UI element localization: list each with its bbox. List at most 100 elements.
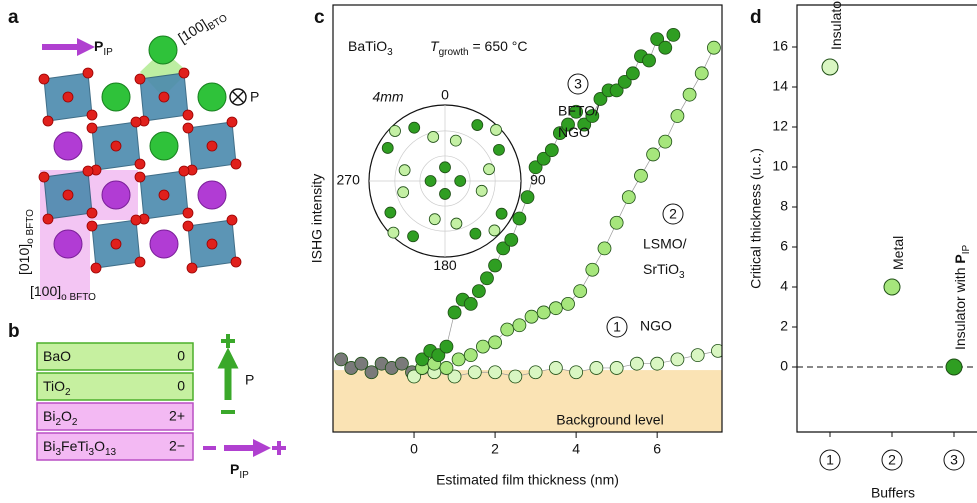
panel-label: c bbox=[314, 7, 325, 28]
polar-point bbox=[425, 176, 436, 187]
oxygen bbox=[63, 190, 73, 200]
data-point bbox=[671, 353, 684, 366]
data-point bbox=[480, 272, 493, 285]
ba-atom bbox=[198, 83, 226, 111]
direction-label: [100]BTO bbox=[175, 5, 230, 50]
y-axis-label: Critical thickness (u.c.) bbox=[748, 148, 764, 289]
data-point bbox=[667, 28, 680, 41]
text-part: [010] bbox=[16, 244, 32, 275]
polar-point bbox=[440, 162, 451, 173]
polar-point bbox=[399, 165, 410, 176]
data-point bbox=[489, 259, 502, 272]
oxygen bbox=[131, 215, 141, 225]
data-point bbox=[505, 233, 518, 246]
material-label: BaTiO3 bbox=[348, 38, 393, 58]
text-part: [100] bbox=[30, 283, 61, 299]
x-axis-label: Buffers bbox=[871, 485, 915, 501]
text-part: 3 bbox=[387, 47, 393, 58]
y-tick-label: 2 bbox=[780, 318, 788, 334]
data-point bbox=[513, 319, 526, 332]
point-label: Insulator with PIP bbox=[952, 245, 972, 350]
text-part: 2 bbox=[72, 417, 78, 428]
bi-atom bbox=[198, 181, 226, 209]
oxygen bbox=[83, 166, 93, 176]
out-of-plane bbox=[232, 91, 244, 103]
oxygen bbox=[135, 257, 145, 267]
x-tick-label: 0 bbox=[410, 441, 418, 457]
y-tick-label: 16 bbox=[772, 38, 788, 54]
text-part: Bi bbox=[43, 408, 55, 424]
data-point bbox=[549, 302, 562, 315]
oxygen bbox=[43, 214, 53, 224]
text-part: = 650 °C bbox=[469, 38, 528, 54]
oxygen bbox=[159, 190, 169, 200]
polar-point bbox=[451, 218, 462, 229]
layer-charge: 0 bbox=[177, 348, 185, 364]
oxygen bbox=[111, 239, 121, 249]
series-label: NGO bbox=[640, 318, 672, 334]
data-point bbox=[598, 242, 611, 255]
oxygen bbox=[179, 68, 189, 78]
series-label: BFTO/ bbox=[558, 103, 599, 119]
x-tick-label: 3 bbox=[950, 452, 958, 468]
text-part: Insulator bbox=[828, 0, 844, 50]
marker-number: 3 bbox=[574, 76, 582, 92]
bi-atom bbox=[150, 230, 178, 258]
polar-point bbox=[496, 208, 507, 219]
text-part: o BFTO bbox=[61, 292, 96, 303]
polar-point bbox=[429, 214, 440, 225]
x-tick-label: 1 bbox=[826, 452, 834, 468]
polar-point bbox=[388, 227, 399, 238]
text-part: 2 bbox=[65, 387, 71, 398]
oxygen bbox=[183, 221, 193, 231]
data-point bbox=[476, 340, 489, 353]
data-point bbox=[659, 41, 672, 54]
growth-label: Tgrowth = 650 °C bbox=[430, 38, 528, 58]
y-tick-label: 0 bbox=[780, 358, 788, 374]
data-point bbox=[574, 285, 587, 298]
polar-point bbox=[428, 131, 439, 142]
text-part: BaTiO bbox=[348, 38, 387, 54]
text-part: growth bbox=[439, 47, 469, 58]
bi-atom bbox=[54, 230, 82, 258]
y-axis-label: ISHG intensity bbox=[309, 174, 325, 263]
text-part: 13 bbox=[105, 447, 117, 458]
oxygen bbox=[183, 123, 193, 133]
text-part: O bbox=[94, 438, 105, 454]
text-part: P bbox=[952, 254, 968, 263]
oxygen bbox=[231, 159, 241, 169]
data-point bbox=[695, 67, 708, 80]
layer-charge: 0 bbox=[177, 378, 185, 394]
polar-point bbox=[440, 188, 451, 199]
polar-point bbox=[476, 185, 487, 196]
data-point bbox=[472, 285, 485, 298]
oxygen bbox=[135, 172, 145, 182]
oxygen bbox=[91, 263, 101, 273]
data-point bbox=[590, 361, 603, 374]
theta-tick-label: 270 bbox=[337, 172, 361, 188]
data-point bbox=[545, 144, 558, 157]
data-point bbox=[647, 148, 660, 161]
data-point bbox=[452, 353, 465, 366]
bi-atom bbox=[102, 181, 130, 209]
text-part: IP bbox=[103, 47, 113, 58]
data-point bbox=[946, 359, 962, 375]
series-label: LSMO/ bbox=[643, 236, 687, 252]
data-point bbox=[440, 361, 453, 374]
data-point bbox=[521, 191, 534, 204]
oxygen bbox=[207, 141, 217, 151]
oxygen bbox=[87, 110, 97, 120]
panel-label: b bbox=[8, 321, 20, 342]
text-part: BaO bbox=[43, 348, 71, 364]
p-ip-label: PIP bbox=[94, 38, 113, 58]
y-tick-label: 10 bbox=[772, 158, 788, 174]
polar-point bbox=[409, 122, 420, 133]
data-point bbox=[626, 67, 639, 80]
text-part: O bbox=[61, 408, 72, 424]
oxygen bbox=[43, 116, 53, 126]
oxygen bbox=[231, 257, 241, 267]
direction-label: [010]o BFTO bbox=[16, 209, 36, 275]
theta-tick-label: 90 bbox=[530, 172, 546, 188]
x-tick-label: 4 bbox=[572, 441, 580, 457]
y-tick-label: 14 bbox=[772, 78, 788, 94]
